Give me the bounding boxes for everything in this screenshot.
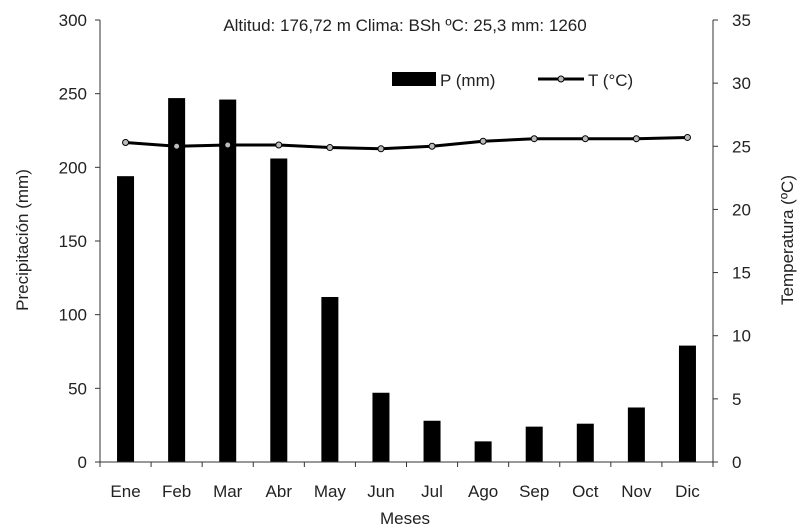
y2-tick-label: 25 — [732, 137, 751, 156]
temperature-point — [632, 135, 640, 143]
temperature-line — [125, 135, 688, 151]
legend: P (mm) T (°C) — [392, 71, 633, 90]
temperature-point — [377, 145, 385, 153]
x-tick-label: Feb — [162, 482, 191, 501]
x-tick-label: Sep — [519, 482, 549, 501]
x-tick-label: Dic — [675, 482, 700, 501]
temperature-point — [683, 133, 691, 141]
temperature-point — [581, 135, 589, 143]
bar — [627, 407, 645, 462]
bar — [474, 441, 492, 462]
temperature-point — [479, 137, 487, 145]
temperature-point — [122, 138, 130, 146]
y-tick-label: 250 — [59, 85, 87, 104]
x-tick-label: Oct — [572, 482, 599, 501]
y-tick-label: 150 — [59, 232, 87, 251]
temperature-line-layer — [122, 133, 691, 153]
bar — [168, 98, 186, 462]
x-tick-label: May — [314, 482, 347, 501]
y2-tick-label: 35 — [732, 11, 751, 30]
legend-line-marker — [557, 75, 565, 83]
y-tick-label: 50 — [68, 379, 87, 398]
bar — [321, 296, 339, 462]
y2-tick-label: 20 — [732, 200, 751, 219]
bar — [576, 423, 594, 462]
bar — [117, 176, 135, 462]
legend-bar-swatch — [392, 72, 436, 86]
x-tick-label: Abr — [266, 482, 293, 501]
y-tick-label: 300 — [59, 11, 87, 30]
bar — [423, 420, 441, 462]
y2-axis-title: Temperatura (ºC) — [778, 175, 797, 305]
legend-label-precipitation: P (mm) — [440, 71, 495, 90]
axes: 0 50 100 150 200 250 300 0 5 10 15 20 25 30 35 Ene Feb Ma… — [59, 11, 751, 501]
x-tick-label: Ago — [468, 482, 498, 501]
temperature-point — [428, 142, 436, 150]
chart-header: Altitud: 176,72 m Clima: BSh ºC: 25,3 mm… — [223, 16, 586, 35]
bar — [219, 99, 237, 462]
y2-tick-label: 15 — [732, 264, 751, 283]
legend-label-temperature: T (°C) — [588, 71, 633, 90]
y2-tick-label: 10 — [732, 327, 751, 346]
bar — [372, 392, 390, 462]
y2-tick-label: 0 — [732, 453, 741, 472]
x-axis-title: Meses — [380, 509, 430, 528]
y2-tick-label: 30 — [732, 74, 751, 93]
x-tick-label: Mar — [213, 482, 243, 501]
temperature-point — [275, 141, 283, 149]
x-tick-label: Nov — [621, 482, 652, 501]
precipitation-bars — [117, 98, 696, 462]
y-axis-title: Precipitación (mm) — [13, 169, 32, 311]
y-tick-label: 200 — [59, 158, 87, 177]
temperature-point — [224, 141, 232, 149]
temperature-point — [530, 135, 538, 143]
x-tick-label: Jul — [421, 482, 443, 501]
x-tick-label: Ene — [110, 482, 140, 501]
x-tick-label: Jun — [367, 482, 394, 501]
bar — [678, 345, 696, 462]
y-tick-label: 0 — [78, 453, 87, 472]
y2-tick-label: 5 — [732, 390, 741, 409]
bar — [270, 158, 288, 462]
bar — [525, 426, 543, 462]
temperature-point — [326, 144, 334, 152]
y-tick-label: 100 — [59, 306, 87, 325]
temperature-point — [173, 142, 181, 150]
